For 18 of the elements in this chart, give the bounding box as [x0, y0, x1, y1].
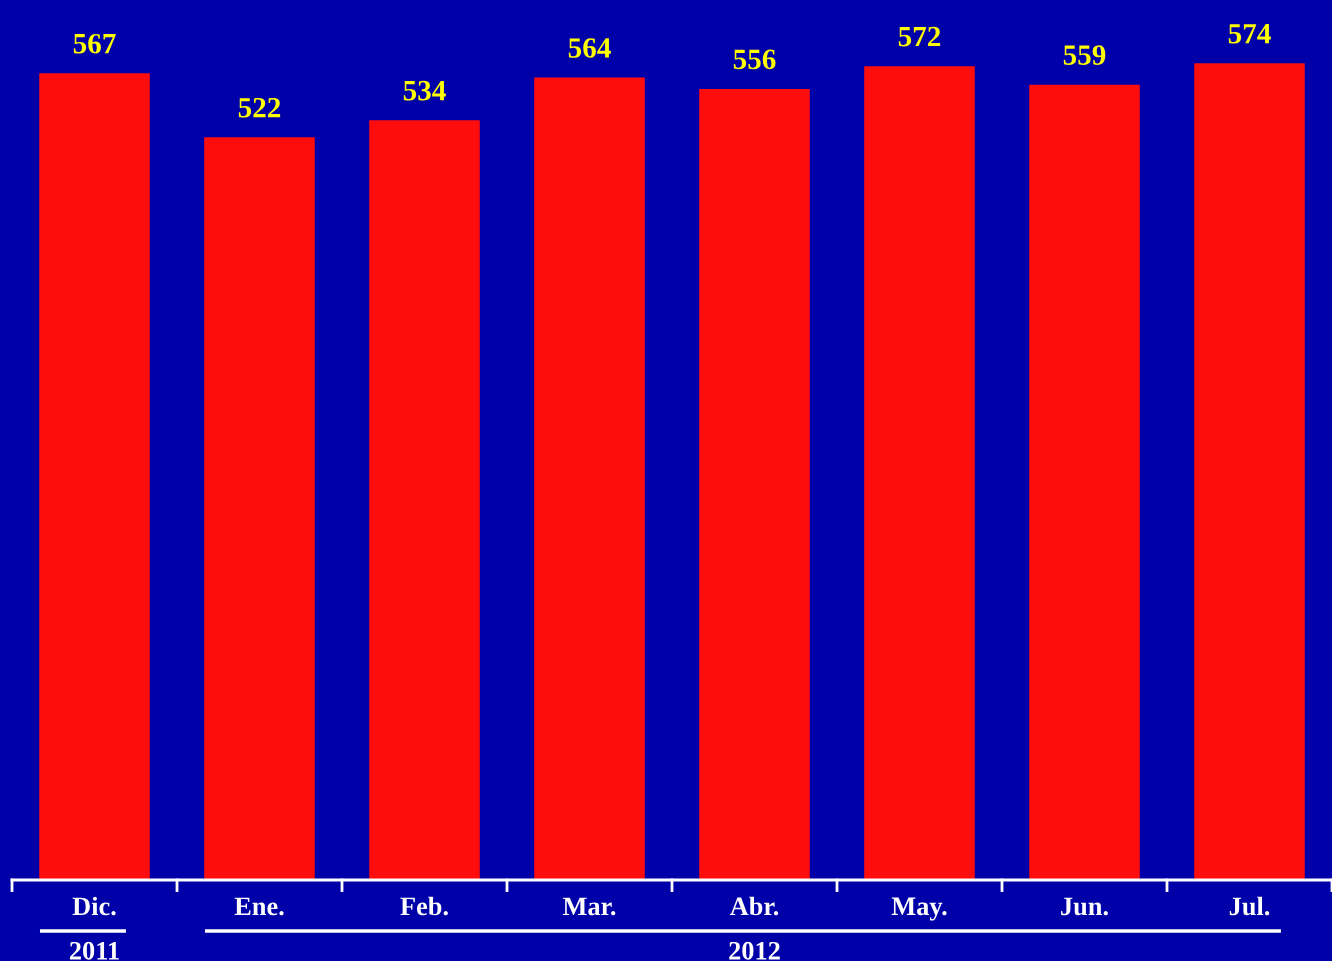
x-tick-label: Jun.	[1061, 897, 1108, 916]
x-tick-label: Abr.	[729, 896, 779, 916]
data-label: 567	[73, 33, 116, 54]
data-label: 522	[238, 97, 281, 118]
x-tick-label: Ene.	[234, 897, 284, 916]
x-tick-label: Mar.	[562, 897, 616, 916]
data-label: 572	[898, 26, 941, 47]
text: 2011	[69, 941, 119, 960]
data-label: 559	[1063, 45, 1106, 65]
data-label: 574	[1228, 24, 1271, 44]
data-label: 534	[403, 80, 446, 101]
data-label: 556	[733, 49, 776, 70]
data-label: 564	[568, 38, 611, 58]
x-tick-label: Jul.	[1229, 896, 1270, 916]
text: 2012	[729, 941, 780, 960]
x-tick-label: May.	[891, 897, 947, 921]
x-tick-label: Feb.	[400, 896, 448, 916]
x-tick-label: Dic.	[72, 896, 116, 916]
